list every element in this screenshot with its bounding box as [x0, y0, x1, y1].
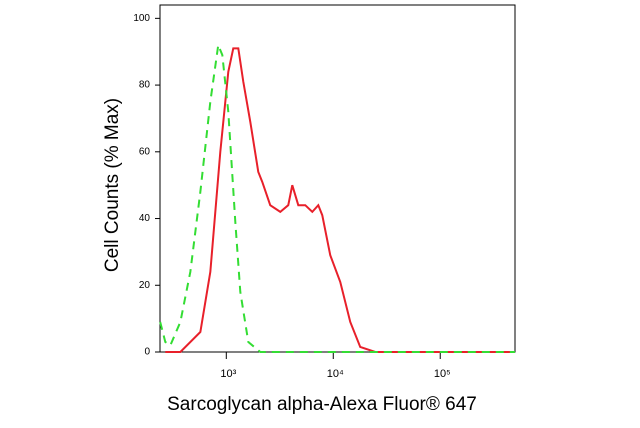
y-tick-label: 20	[139, 280, 151, 291]
x-axis-title: Sarcoglycan alpha-Alexa Fluor® 647	[167, 394, 477, 415]
plot-frame	[159, 4, 516, 353]
histogram-line	[165, 47, 515, 353]
histogram-line	[159, 41, 515, 353]
y-axis-title: Cell Counts (% Max)	[102, 98, 123, 272]
x-tick-label: 10⁴	[327, 368, 344, 380]
y-tick-label: 100	[133, 13, 150, 24]
x-tick-label: 10³	[220, 368, 236, 380]
y-tick-label: 40	[139, 213, 151, 224]
y-tick-label: 60	[139, 146, 151, 157]
y-tick-label: 0	[144, 347, 150, 358]
y-tick-label: 80	[139, 80, 151, 91]
x-tick-label: 10⁵	[434, 368, 451, 380]
